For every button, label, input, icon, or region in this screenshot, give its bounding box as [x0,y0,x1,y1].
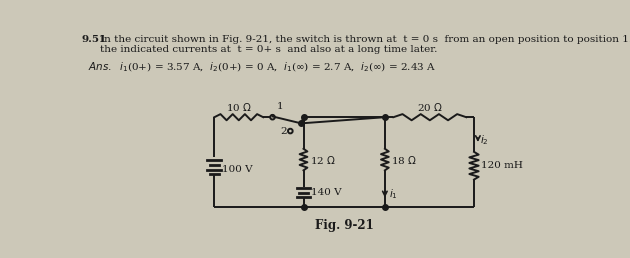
Text: 20 $\Omega$: 20 $\Omega$ [417,101,443,112]
Text: 12 $\Omega$: 12 $\Omega$ [310,154,336,166]
Text: Fig. 9-21: Fig. 9-21 [315,219,374,232]
Text: $i_1$: $i_1$ [389,188,398,201]
Text: In the circuit shown in Fig. 9-21, the switch is thrown at  t = 0 s  from an ope: In the circuit shown in Fig. 9-21, the s… [100,35,630,44]
Text: 120 mH: 120 mH [481,161,523,170]
Text: $\it{Ans.}$  $i_1$(0+) = 3.57 A,  $i_2$(0+) = 0 A,  $i_1$($\infty$) = 2.7 A,  $i: $\it{Ans.}$ $i_1$(0+) = 3.57 A, $i_2$(0+… [88,60,437,74]
Text: 2: 2 [280,127,287,135]
Text: the indicated currents at  t = 0+ s  and also at a long time later.: the indicated currents at t = 0+ s and a… [100,45,438,54]
Text: 9.51: 9.51 [82,35,107,44]
Text: 10 $\Omega$: 10 $\Omega$ [226,101,252,112]
Text: 18 $\Omega$: 18 $\Omega$ [391,154,417,166]
Text: 100 V: 100 V [222,165,253,174]
Text: 1: 1 [277,102,283,111]
Text: 140 V: 140 V [311,188,342,197]
Text: $i_2$: $i_2$ [480,133,489,147]
